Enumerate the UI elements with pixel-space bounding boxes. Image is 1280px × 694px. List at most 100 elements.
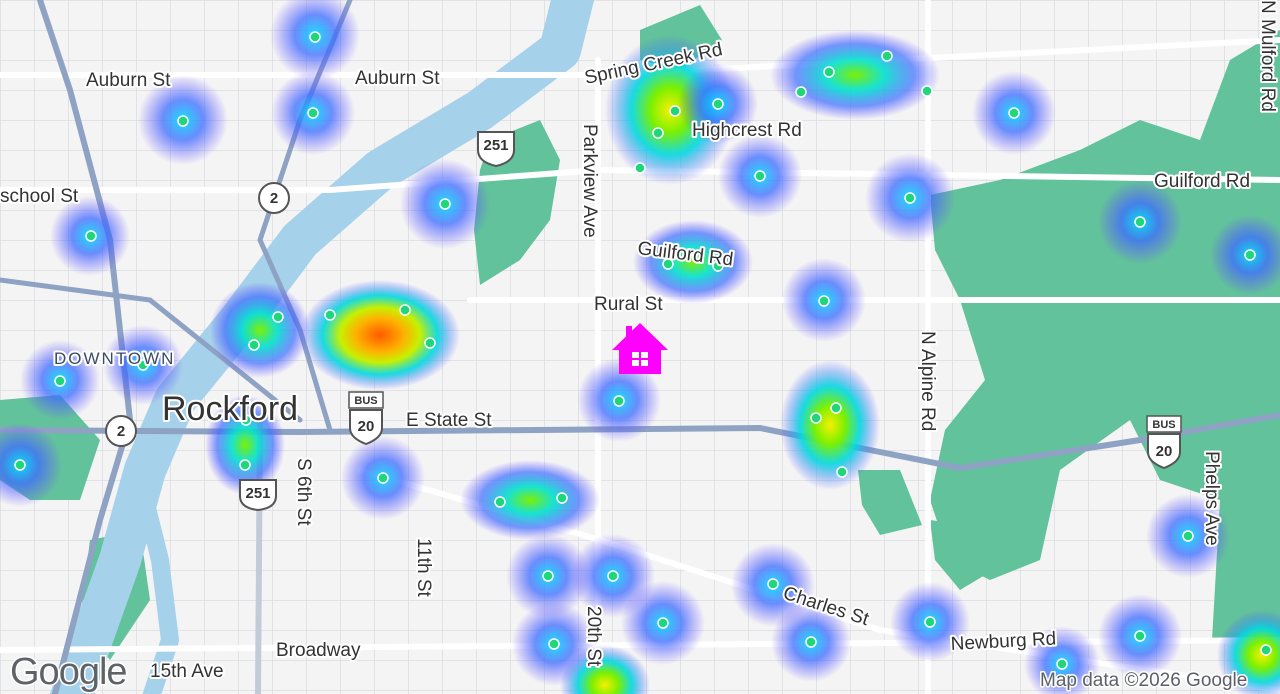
- heatmap: [1217, 610, 1280, 694]
- heatmap: [210, 282, 310, 378]
- point: [1260, 644, 1272, 656]
- point: [810, 412, 822, 424]
- street-label: S 6th St: [293, 458, 314, 526]
- shield-label: BUS: [1152, 419, 1175, 431]
- point: [652, 127, 664, 139]
- route-shield: [1146, 415, 1182, 433]
- point: [272, 311, 284, 323]
- point: [669, 105, 681, 117]
- point: [239, 459, 251, 471]
- heatmap: [560, 645, 650, 694]
- street-label: Rural St: [594, 294, 663, 315]
- point: [830, 402, 842, 414]
- attribution: Map data ©2026 Google: [1040, 670, 1247, 691]
- point: [805, 636, 817, 648]
- street-label: Parkview Ave: [579, 124, 600, 238]
- point: [399, 304, 411, 316]
- point: [1182, 530, 1194, 542]
- point: [85, 230, 97, 242]
- point: [177, 115, 189, 127]
- point: [556, 492, 568, 504]
- point: [240, 414, 252, 426]
- point: [818, 295, 830, 307]
- street-label: 15th Ave: [150, 661, 224, 682]
- point: [836, 466, 848, 478]
- point: [324, 309, 336, 321]
- point: [1008, 107, 1020, 119]
- point: [634, 162, 646, 174]
- street-label: Highcrest Rd: [692, 120, 802, 141]
- point: [307, 107, 319, 119]
- point: [377, 472, 389, 484]
- point: [767, 578, 779, 590]
- point: [924, 616, 936, 628]
- heatmap: [460, 460, 600, 540]
- street-label: Phelps Ave: [1201, 451, 1222, 546]
- shield-label: 251: [245, 485, 270, 502]
- point: [542, 570, 554, 582]
- point: [904, 192, 916, 204]
- point: [14, 459, 26, 471]
- point: [1056, 658, 1068, 670]
- shield-label: BUS: [354, 395, 377, 407]
- street-label: N Mulford Rd: [1257, 0, 1278, 112]
- point: [613, 395, 625, 407]
- point: [1244, 249, 1256, 261]
- heatmap: [205, 395, 285, 495]
- point: [309, 31, 321, 43]
- shield-label: 20: [358, 418, 375, 435]
- home-icon: [632, 352, 648, 366]
- river: [49, 0, 595, 694]
- point: [1134, 216, 1146, 228]
- route-shield: [349, 409, 383, 446]
- point: [248, 339, 260, 351]
- route-shield: [1147, 433, 1181, 470]
- park: [930, 520, 1010, 590]
- street-label: E State St: [406, 410, 492, 431]
- route-shield: [239, 479, 277, 512]
- point: [921, 85, 933, 97]
- point: [712, 260, 724, 272]
- heatmap: [300, 280, 460, 390]
- route-shield: [105, 415, 137, 447]
- heatmap: [770, 30, 940, 120]
- route-shield: [348, 391, 384, 409]
- street-label: Broadway: [276, 640, 361, 661]
- route-shield: [477, 131, 515, 168]
- river: [131, 471, 179, 694]
- point: [657, 617, 669, 629]
- home-icon: [626, 326, 632, 338]
- shield-label: 2: [117, 423, 125, 440]
- point: [662, 258, 674, 270]
- point: [54, 375, 66, 387]
- city-label: Rockford: [162, 390, 298, 428]
- point: [424, 337, 436, 349]
- point: [754, 170, 766, 182]
- point: [494, 496, 506, 508]
- street-label: Auburn St: [86, 70, 171, 91]
- route-shield: 251 2 2 251 BUS 20 BUS 20: [105, 131, 1182, 512]
- heatmap: [780, 360, 880, 490]
- home-icon: [612, 323, 668, 374]
- park: [858, 470, 922, 535]
- district-label: DOWNTOWN: [54, 349, 175, 368]
- point: [795, 86, 807, 98]
- home-icon: [612, 323, 668, 374]
- point: [137, 359, 149, 371]
- street-label: Guilford Rd: [1154, 171, 1250, 192]
- point: [683, 53, 695, 65]
- road: [0, 277, 303, 423]
- heatmap: [0, 423, 62, 507]
- road: [37, 0, 134, 694]
- shield-label: 251: [483, 137, 508, 154]
- point: [1134, 630, 1146, 642]
- heatmap: [633, 220, 753, 304]
- point: [607, 570, 619, 582]
- point: [14, 31, 1272, 670]
- shield-label: 20: [1156, 443, 1173, 460]
- street-label: 11th St: [413, 538, 434, 598]
